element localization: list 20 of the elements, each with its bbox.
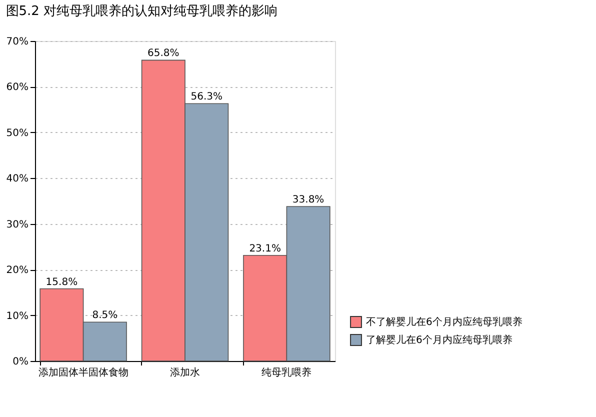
chart-title: 图5.2 对纯母乳喂养的认知对纯母乳喂养的影响	[6, 3, 278, 19]
y-tick-label: 10%	[6, 310, 28, 322]
y-tick-label: 60%	[6, 82, 28, 94]
x-tick-label: 添加水	[170, 366, 200, 378]
legend-label: 了解婴儿在6个月内应纯母乳喂养	[366, 334, 512, 346]
y-tick-label: 50%	[6, 128, 28, 139]
x-tick-label: 添加固体半固体食物	[38, 366, 128, 378]
data-label: 65.8%	[148, 48, 180, 60]
data-label: 23.1%	[249, 243, 281, 254]
y-tick-label: 40%	[6, 174, 28, 185]
y-tick-label: 20%	[6, 265, 28, 276]
y-tick-label: 0%	[12, 356, 28, 368]
data-label: 15.8%	[46, 276, 78, 288]
data-label: 56.3%	[190, 92, 222, 103]
y-tick-label: 70%	[6, 36, 28, 48]
data-label: 33.8%	[292, 194, 324, 206]
legend-label: 不了解婴儿在6个月内应纯母乳喂养	[366, 316, 522, 328]
y-tick-label: 30%	[6, 219, 28, 230]
data-label: 8.5%	[92, 310, 118, 322]
x-tick-label: 纯母乳喂养	[262, 366, 312, 378]
